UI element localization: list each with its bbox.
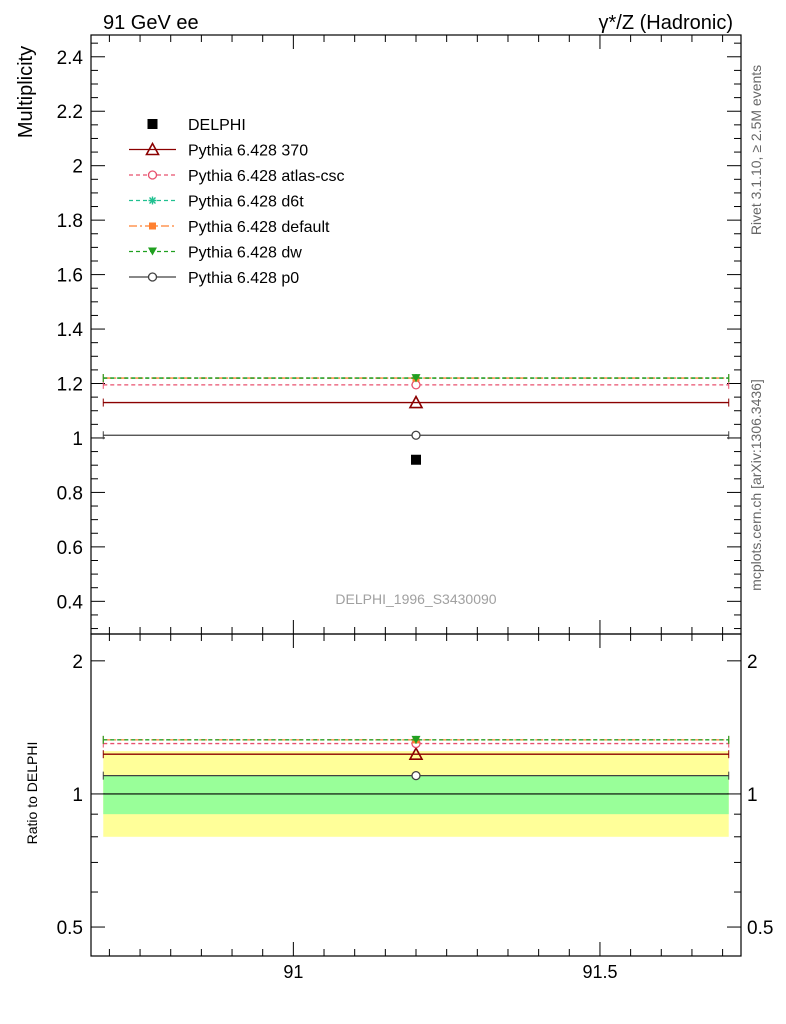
- y-tick-label: 2.2: [57, 102, 83, 123]
- legend-marker: [145, 141, 160, 156]
- y-tick-label: 1.2: [57, 375, 83, 396]
- ratio-series-marker: [411, 735, 421, 744]
- legend: DELPHI Pythia 6.428 370 Pythia 6.428 atlas…: [129, 117, 345, 287]
- ratio-y-tick-label-right: 0.5: [747, 918, 773, 939]
- legend-label: Pythia 6.428 default: [188, 219, 330, 236]
- y-tick-label: 1.4: [57, 320, 84, 341]
- legend-marker: [148, 247, 157, 256]
- ratio-series-marker: [411, 770, 421, 781]
- x-tick-label: 91.5: [582, 962, 617, 982]
- legend-marker: [148, 196, 157, 205]
- series-marker: [411, 374, 421, 383]
- y-tick-label: 1: [72, 429, 83, 450]
- header-right: γ*/Z (Hadronic): [599, 12, 733, 34]
- series-marker: [411, 430, 421, 440]
- legend-marker: [149, 222, 156, 230]
- y-tick-label: 0.8: [57, 483, 83, 504]
- legend-label: Pythia 6.428 atlas-csc: [188, 168, 345, 185]
- ratio-panel: 0.5 0.5 1 1 2 2 91 91.5: [57, 633, 773, 982]
- series-marker: [411, 380, 421, 390]
- series-marker: [408, 394, 424, 409]
- legend-label: Pythia 6.428 d6t: [188, 194, 304, 211]
- legend-label: Pythia 6.428 p0: [188, 270, 299, 287]
- legend-label: Pythia 6.428 370: [188, 143, 308, 160]
- analysis-id: DELPHI_1996_S3430090: [335, 591, 496, 607]
- uncertainty-band-inner: [103, 775, 729, 815]
- x-tick-label: 91: [283, 962, 303, 982]
- y-tick-label: 0.4: [57, 592, 84, 613]
- y-tick-label: 1.6: [57, 266, 83, 287]
- y-tick-label: 2.4: [57, 48, 84, 69]
- mcplots-label: mcplots.cern.ch [arXiv:1306.3436]: [748, 379, 764, 591]
- data-point: [411, 454, 421, 465]
- legend-label: Pythia 6.428 dw: [188, 245, 302, 262]
- main-panel: 0.4 0.6 0.8 1 1.2 1.4 1.6 1.8 2 2.2 2.4: [57, 34, 742, 635]
- ratio-y-tick-label-left: 1: [72, 785, 83, 806]
- legend-marker: [147, 272, 158, 282]
- y-tick-label: 2: [72, 157, 83, 178]
- legend-marker: [147, 170, 158, 180]
- legend-marker: [147, 119, 158, 129]
- ratio-y-tick-label-left: 0.5: [57, 918, 83, 939]
- header-left: 91 GeV ee: [103, 12, 199, 34]
- rivet-label: Rivet 3.1.10, ≥ 2.5M events: [748, 65, 764, 235]
- y-tick-label: 1.8: [57, 211, 83, 232]
- ratio-y-tick-label-right: 2: [747, 652, 758, 673]
- legend-label: DELPHI: [188, 117, 246, 134]
- ratio-y-tick-label-right: 1: [747, 785, 758, 806]
- ratio-series-marker: [408, 746, 424, 760]
- main-ylabel: Multiplicity: [15, 46, 37, 138]
- ratio-ylabel: Ratio to DELPHI: [24, 742, 40, 845]
- y-tick-label: 0.6: [57, 538, 83, 559]
- ratio-y-tick-label-left: 2: [72, 652, 83, 673]
